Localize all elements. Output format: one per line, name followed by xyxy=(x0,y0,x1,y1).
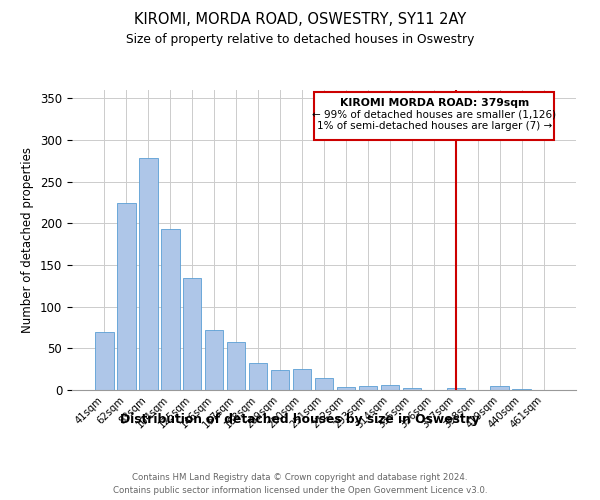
Bar xyxy=(139,158,158,390)
Bar xyxy=(380,385,399,390)
Text: Contains HM Land Registry data © Crown copyright and database right 2024.: Contains HM Land Registry data © Crown c… xyxy=(132,472,468,482)
Text: Contains public sector information licensed under the Open Government Licence v3: Contains public sector information licen… xyxy=(113,486,487,495)
Bar xyxy=(314,378,334,390)
Bar xyxy=(512,389,531,390)
Bar xyxy=(161,229,179,390)
Text: Distribution of detached houses by size in Oswestry: Distribution of detached houses by size … xyxy=(120,412,480,426)
Text: KIROMI MORDA ROAD: 379sqm: KIROMI MORDA ROAD: 379sqm xyxy=(340,98,529,108)
Text: KIROMI, MORDA ROAD, OSWESTRY, SY11 2AY: KIROMI, MORDA ROAD, OSWESTRY, SY11 2AY xyxy=(134,12,466,28)
Text: 1% of semi-detached houses are larger (7) →: 1% of semi-detached houses are larger (7… xyxy=(317,121,552,131)
Y-axis label: Number of detached properties: Number of detached properties xyxy=(22,147,34,333)
Bar xyxy=(446,388,465,390)
Bar xyxy=(183,278,202,390)
Bar xyxy=(271,370,289,390)
Bar xyxy=(249,362,268,390)
Bar xyxy=(359,386,377,390)
Bar xyxy=(403,388,421,390)
Bar xyxy=(337,386,355,390)
Bar xyxy=(95,332,113,390)
FancyBboxPatch shape xyxy=(314,92,554,140)
Text: Size of property relative to detached houses in Oswestry: Size of property relative to detached ho… xyxy=(126,32,474,46)
Text: ← 99% of detached houses are smaller (1,126): ← 99% of detached houses are smaller (1,… xyxy=(312,109,556,119)
Bar xyxy=(205,330,223,390)
Bar xyxy=(227,342,245,390)
Bar xyxy=(117,204,136,390)
Bar xyxy=(293,369,311,390)
Bar xyxy=(490,386,509,390)
